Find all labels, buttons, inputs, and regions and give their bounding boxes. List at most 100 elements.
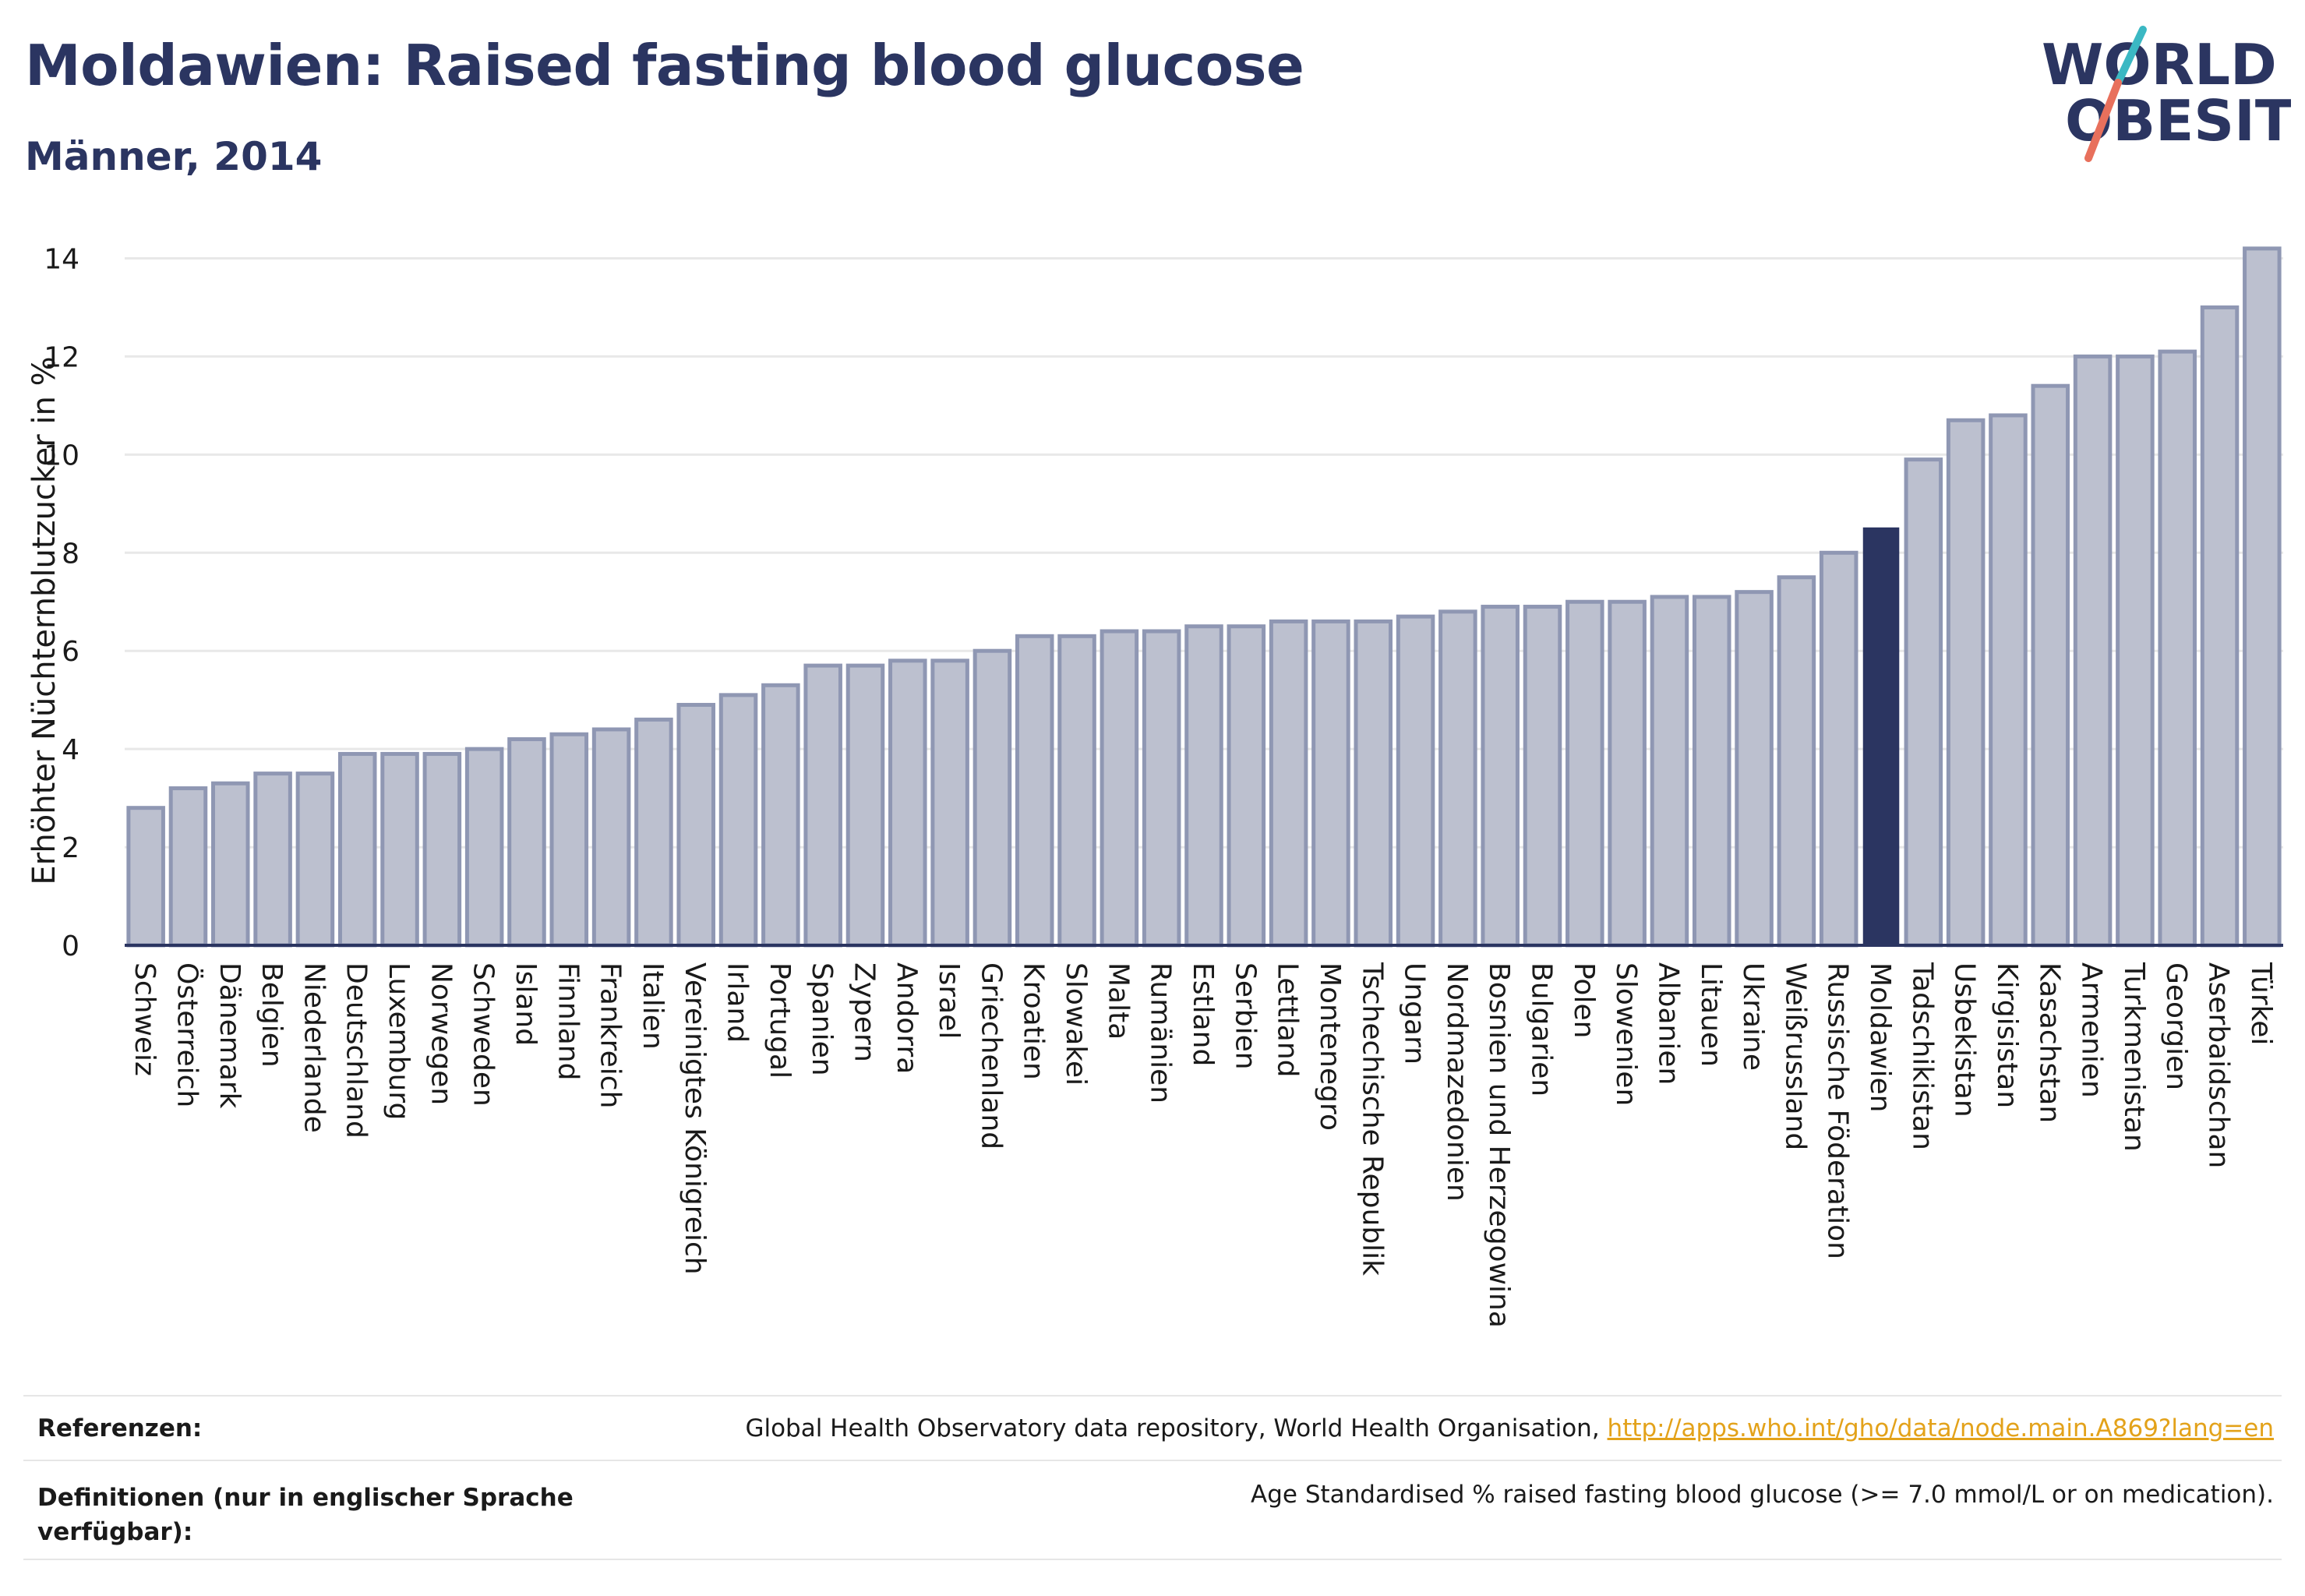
bar [1438,609,1477,948]
bar [1184,624,1223,948]
logo-word-world: WORLD [2042,32,2277,97]
x-tick-label: Kirgisistan [1991,962,2023,1108]
bar [718,693,758,948]
bar [380,751,419,948]
x-tick-label: Andorra [891,962,923,1074]
bar [337,751,377,948]
x-tick-label: Tschechische Republik [1356,962,1388,1276]
x-tick-label: Polen [1568,962,1600,1038]
references-label: Referenzen: [37,1414,203,1442]
bar [211,781,250,948]
x-tick-label: Portugal [764,962,796,1079]
x-tick-label: Turkmenistan [2118,962,2150,1152]
bar [1650,595,1689,948]
bar [2116,354,2155,948]
x-tick-label: Aserbaidschan [2203,962,2235,1168]
bar [168,786,208,948]
bar [549,732,589,948]
x-tick-label: Zypern [848,962,880,1062]
x-tick-label: Deutschland [341,962,372,1139]
bar [591,727,631,948]
x-tick-label: Rumänien [1145,962,1177,1103]
x-tick-label: Serbien [1229,962,1261,1070]
bar [1946,418,1986,948]
x-tick-label: Türkei [2245,962,2277,1045]
bar [1015,634,1054,948]
x-tick-label: Griechenland [975,962,1007,1149]
x-tick-label: Luxemburg [383,962,415,1120]
x-tick-label: Vereinigtes Königreich [679,962,711,1275]
x-tick-label: Nordmazedonien [1441,962,1473,1202]
x-tick-label: Litauen [1695,962,1727,1067]
bar [2158,349,2197,948]
x-tick-label: Russische Föderation [1822,962,1854,1259]
x-tick-label: Kasachstan [2033,962,2065,1123]
chart-title: Moldawien: Raised fasting blood glucose [25,33,1304,98]
world-obesity-logo: WORLD OBESITY [2042,26,2291,162]
y-tick-label: 2 [62,832,79,864]
bar [803,663,842,948]
footer-divider-top [23,1395,2282,1396]
logo-slash-coral [2084,79,2122,162]
x-tick-label: Spanien [806,962,838,1076]
bar [2243,246,2282,948]
bar [295,772,335,948]
bar-chart: 0 2 4 6 8 10 12 14 Schweiz Österreich Dänemark Belg… [26,243,2283,1328]
bar [1819,550,1858,948]
y-tick-label: 6 [62,636,79,668]
y-tick-label: 0 [62,930,79,962]
x-tick-label: Italien [637,962,669,1050]
bar [1354,619,1393,948]
bar [930,659,969,948]
x-tick-label: Montenegro [1314,962,1346,1131]
y-tick-label: 10 [44,440,79,471]
y-tick-label: 4 [62,734,79,766]
references-link[interactable]: http://apps.who.int/gho/data/node.main.A… [1607,1414,2274,1442]
y-tick-label: 12 [44,341,79,373]
y-axis-label: Erhöhter Nüchternblutzucker in % [26,356,62,885]
x-tick-label: Weißrussland [1779,962,1811,1150]
bar [1523,605,1562,948]
references-source: Global Health Observatory data repositor… [745,1414,1608,1442]
x-tick-label: Norwegen [425,962,457,1105]
bar [888,659,927,948]
x-tick-label: Ungarn [1399,962,1431,1065]
bar [1481,605,1520,948]
bar [1692,595,1731,948]
bar [1735,590,1774,948]
x-tick-label: Schweden [468,962,499,1107]
x-tick-label: Albanien [1652,962,1684,1085]
chart-subtitle: Männer, 2014 [25,134,323,179]
bar [1269,619,1308,948]
bar [1100,629,1139,948]
bar [634,717,673,948]
x-tick-label: Frankreich [595,962,627,1108]
bar [126,806,165,948]
x-tick-label: Island [510,962,542,1046]
x-tick-label: Tadschikistan [1906,962,1938,1150]
x-tick-label: Georgien [2160,962,2192,1090]
x-tick-label: Österreich [171,962,203,1107]
bar [2200,305,2240,948]
footer-divider-middle [23,1460,2282,1461]
x-tick-label: Finnland [552,962,584,1080]
bar [422,751,462,948]
definitions-label: Definitionen (nur in englischer Sprache … [37,1484,574,1546]
x-tick-label: Schweiz [129,962,161,1076]
x-tick-label: Moldawien [1864,962,1896,1112]
x-tick-label: Slowakei [1060,962,1092,1086]
bar [1057,634,1096,948]
x-tick-label: Belgien [256,962,288,1068]
bar [1608,599,1647,948]
x-tick-label: Bulgarien [1526,962,1558,1096]
bar [2073,354,2113,948]
bar [1989,413,2028,948]
bar [761,683,800,948]
x-tick-label: Armenien [2076,962,2108,1098]
x-tick-label: Ukraine [1737,962,1769,1071]
bar [1565,599,1604,948]
bar [1904,457,1943,948]
x-tick-label: Malta [1102,962,1134,1040]
bar [972,648,1012,948]
definitions-text: Age Standardised % raised fasting blood … [1251,1481,2274,1509]
